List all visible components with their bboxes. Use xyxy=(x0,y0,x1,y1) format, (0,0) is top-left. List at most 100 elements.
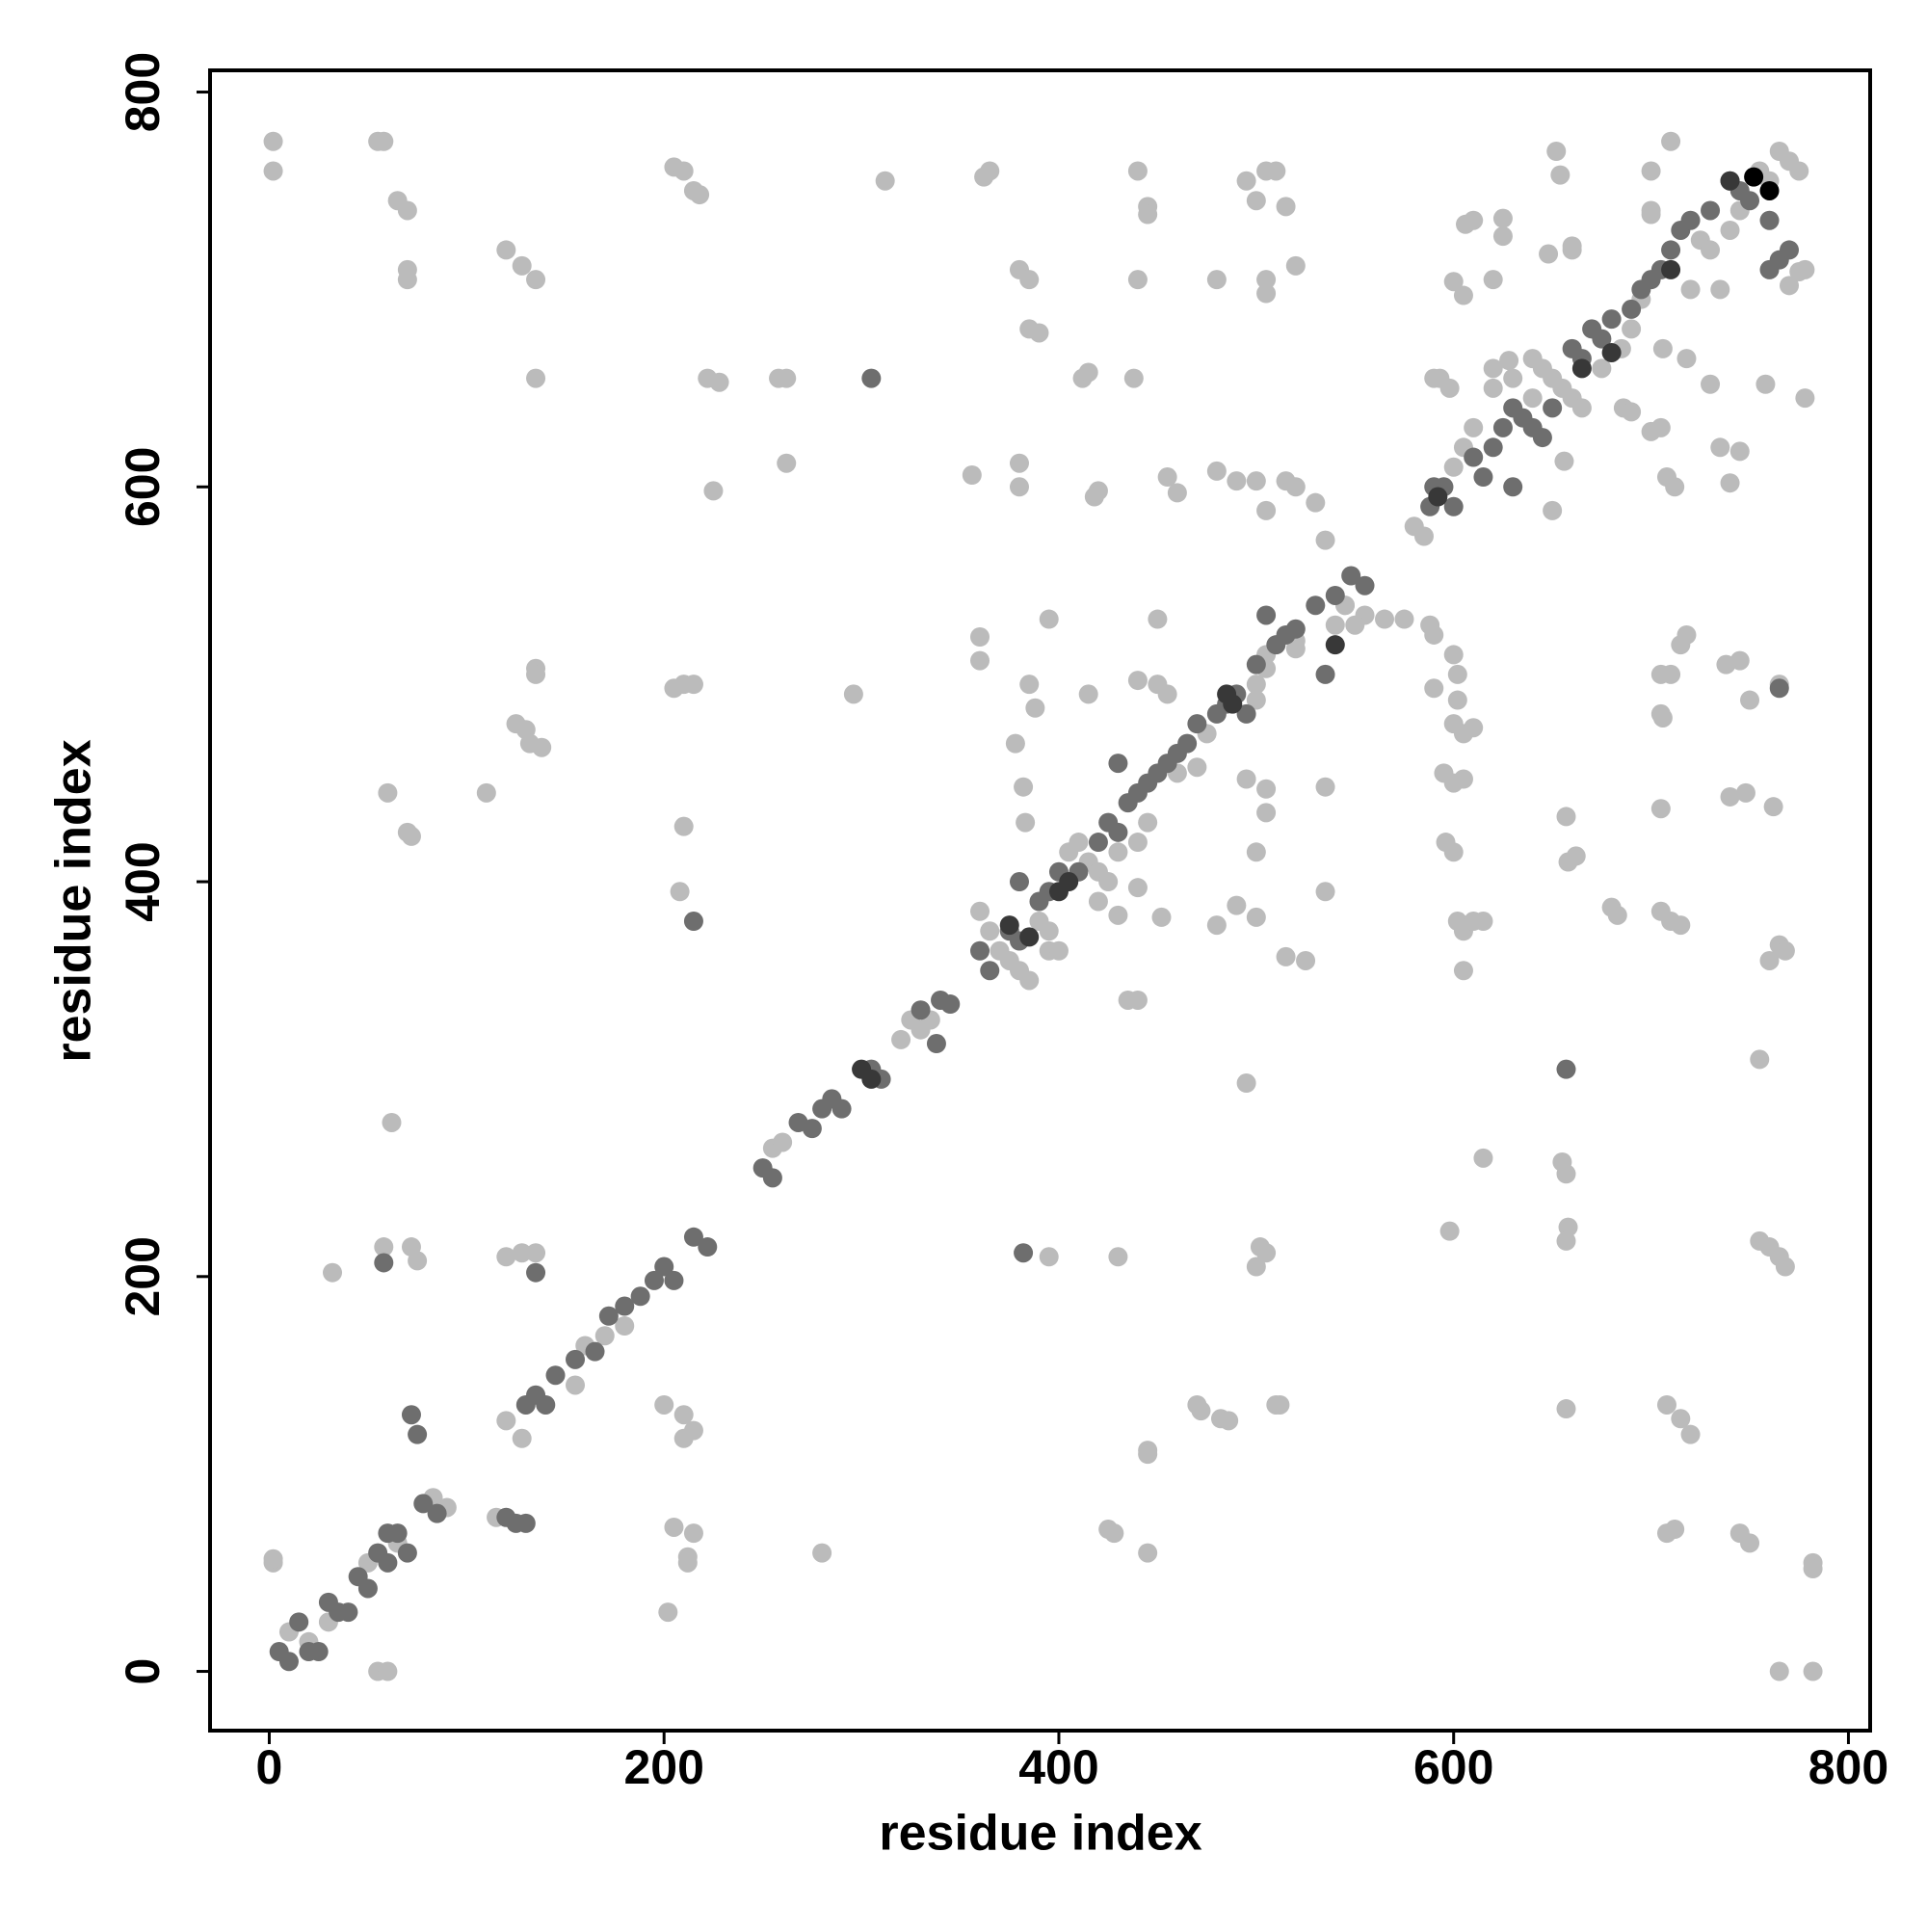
point xyxy=(1250,1237,1270,1257)
point xyxy=(832,1098,852,1119)
point xyxy=(1276,197,1296,217)
point xyxy=(1104,1523,1124,1544)
point xyxy=(1005,733,1025,754)
point xyxy=(1701,240,1721,260)
point xyxy=(970,901,990,921)
point xyxy=(1680,279,1701,300)
point xyxy=(585,1341,605,1362)
point xyxy=(1556,1399,1576,1419)
point xyxy=(980,921,1000,941)
x-tick-label: 600 xyxy=(1413,1740,1493,1794)
point xyxy=(1543,398,1563,418)
point xyxy=(1601,342,1622,362)
point xyxy=(476,782,496,803)
point xyxy=(1088,891,1108,912)
point xyxy=(1315,882,1335,902)
point xyxy=(970,650,990,671)
point xyxy=(1661,131,1681,151)
point xyxy=(1285,255,1306,276)
point xyxy=(1151,907,1172,927)
point xyxy=(1127,833,1148,853)
point xyxy=(1285,639,1306,659)
point xyxy=(1473,467,1493,488)
point xyxy=(1270,1394,1290,1415)
point xyxy=(1025,698,1045,718)
point xyxy=(413,1494,434,1514)
point xyxy=(1424,624,1444,645)
point xyxy=(1522,388,1543,409)
x-tick-label: 800 xyxy=(1808,1740,1888,1794)
point xyxy=(1191,1401,1211,1421)
point xyxy=(1256,779,1277,799)
point xyxy=(382,1112,402,1132)
point xyxy=(698,1237,718,1257)
point xyxy=(1622,299,1642,319)
point xyxy=(1375,609,1395,629)
point xyxy=(526,1262,546,1283)
point xyxy=(1641,204,1661,225)
point xyxy=(496,1247,516,1267)
point xyxy=(1078,684,1098,704)
point xyxy=(1138,1444,1158,1465)
point xyxy=(1148,675,1168,695)
point xyxy=(1499,351,1519,371)
point xyxy=(515,1513,536,1533)
point xyxy=(1039,609,1059,629)
point xyxy=(1775,940,1795,961)
point xyxy=(598,1306,619,1326)
point xyxy=(1127,878,1148,898)
point xyxy=(1019,675,1040,695)
point xyxy=(1078,362,1098,383)
point xyxy=(673,161,694,181)
point xyxy=(1483,378,1503,398)
point xyxy=(1492,208,1513,228)
point xyxy=(683,1420,703,1441)
point xyxy=(1443,496,1464,516)
point xyxy=(962,464,982,485)
point xyxy=(1554,451,1574,471)
point xyxy=(1246,675,1266,695)
point xyxy=(1650,799,1671,819)
point xyxy=(1592,358,1612,379)
point xyxy=(1019,270,1040,290)
point xyxy=(401,1405,421,1425)
point xyxy=(980,161,1000,181)
point xyxy=(1148,609,1168,629)
point xyxy=(1108,1247,1128,1267)
point xyxy=(397,1543,417,1563)
point xyxy=(1473,1148,1493,1168)
y-tick-label: 600 xyxy=(116,447,170,527)
point xyxy=(1795,259,1815,279)
point xyxy=(1492,417,1513,437)
point xyxy=(1039,921,1059,941)
point xyxy=(1483,358,1503,379)
point xyxy=(1187,714,1207,734)
point xyxy=(1453,769,1473,789)
point xyxy=(1607,905,1627,925)
point xyxy=(1019,970,1040,991)
point xyxy=(1622,319,1642,339)
point xyxy=(1539,244,1559,264)
y-tick-label: 400 xyxy=(116,841,170,921)
point xyxy=(1306,492,1326,513)
point xyxy=(1671,915,1691,936)
point xyxy=(1236,1073,1256,1094)
point xyxy=(1039,1247,1059,1267)
point xyxy=(1138,204,1158,225)
point xyxy=(812,1543,832,1563)
point xyxy=(374,1237,394,1257)
point xyxy=(1740,1533,1760,1553)
point xyxy=(1680,210,1701,230)
point xyxy=(1566,846,1586,866)
point xyxy=(1138,1543,1158,1563)
point xyxy=(1601,309,1622,330)
point xyxy=(690,185,710,205)
point xyxy=(378,782,398,803)
point xyxy=(1740,191,1760,211)
point xyxy=(1285,477,1306,497)
point xyxy=(1456,214,1476,234)
point xyxy=(1492,226,1513,247)
point xyxy=(1571,358,1592,379)
point xyxy=(777,368,797,388)
point xyxy=(374,1253,394,1273)
